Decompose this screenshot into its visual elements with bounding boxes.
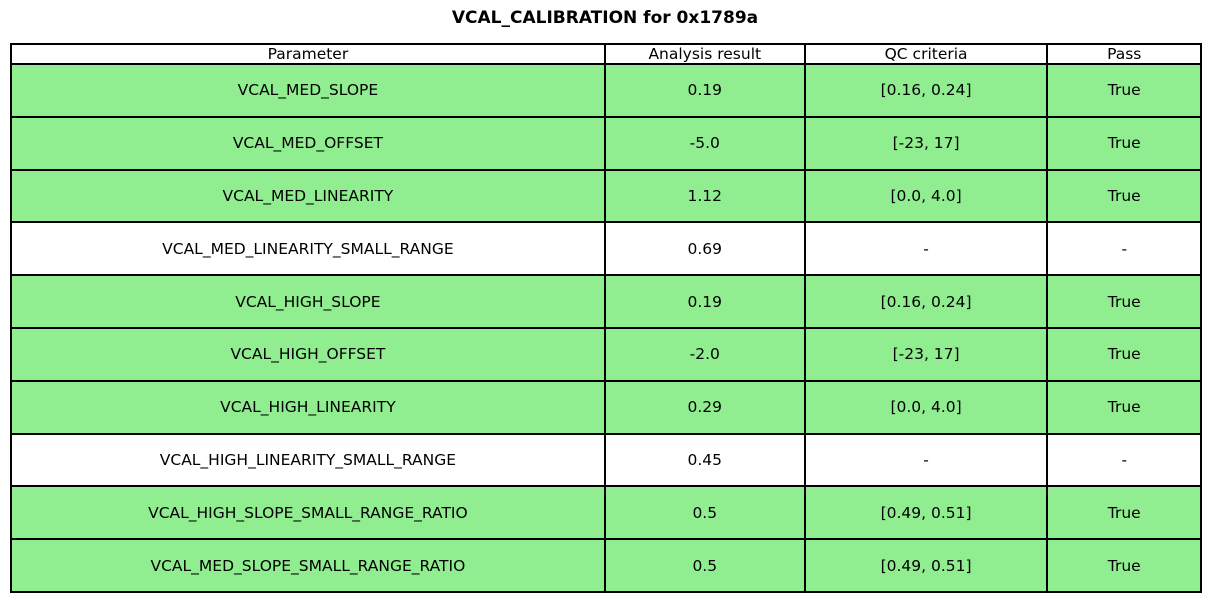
table-body: VCAL_MED_SLOPE 0.19 [0.16, 0.24] True VCAL_M… — [10, 63, 1202, 593]
cell-qc-criteria: [0.49, 0.51] — [803, 538, 1049, 593]
cell-pass: True — [1046, 274, 1202, 329]
cell-qc-criteria: [0.16, 0.24] — [803, 63, 1049, 118]
cell-qc-criteria: [-23, 17] — [803, 115, 1049, 171]
cell-pass: - — [1046, 432, 1202, 488]
cell-parameter: VCAL_HIGH_LINEARITY_SMALL_RANGE — [10, 432, 606, 488]
cell-pass: True — [1046, 115, 1202, 171]
cell-analysis-result: 0.69 — [603, 221, 806, 277]
cell-parameter: VCAL_MED_LINEARITY — [10, 168, 606, 224]
cell-pass: True — [1046, 168, 1202, 224]
table-row: VCAL_HIGH_OFFSET -2.0 [-23, 17] True — [10, 326, 1202, 382]
cell-qc-criteria: - — [803, 432, 1049, 488]
cell-qc-criteria: [0.16, 0.24] — [803, 274, 1049, 329]
cell-analysis-result: 0.5 — [603, 538, 806, 593]
cell-analysis-result: 0.29 — [603, 379, 806, 435]
table-row: VCAL_HIGH_SLOPE 0.19 [0.16, 0.24] True — [10, 274, 1202, 329]
table-row: VCAL_HIGH_LINEARITY 0.29 [0.0, 4.0] True — [10, 379, 1202, 435]
col-header-analysis-result: Analysis result — [603, 43, 806, 65]
cell-parameter: VCAL_HIGH_SLOPE_SMALL_RANGE_RATIO — [10, 485, 606, 541]
table-row: VCAL_MED_LINEARITY_SMALL_RANGE 0.69- - — [10, 221, 1202, 277]
table-row: VCAL_MED_OFFSET -5.0 [-23, 17] True — [10, 115, 1202, 171]
cell-parameter: VCAL_HIGH_SLOPE — [10, 274, 606, 329]
cell-qc-criteria: [0.49, 0.51] — [803, 485, 1049, 541]
cell-analysis-result: -2.0 — [603, 326, 806, 382]
cell-qc-criteria: [0.0, 4.0] — [803, 379, 1049, 435]
figure-title: VCAL_CALIBRATION for 0x1789a — [451, 8, 759, 28]
table-row: VCAL_HIGH_SLOPE_SMALL_RANGE_RATIO 0.5 [0.4… — [10, 485, 1202, 541]
cell-parameter: VCAL_HIGH_LINEARITY — [10, 379, 606, 435]
table-row: VCAL_MED_SLOPE 0.19 [0.16, 0.24] True — [10, 63, 1202, 118]
cell-analysis-result: 0.19 — [603, 63, 806, 118]
cell-analysis-result: 0.5 — [603, 485, 806, 541]
cell-parameter: VCAL_HIGH_OFFSET — [10, 326, 606, 382]
cell-parameter: VCAL_MED_SLOPE_SMALL_RANGE_RATIO — [10, 538, 606, 593]
cell-analysis-result: 1.12 — [603, 168, 806, 224]
col-header-parameter: Parameter — [10, 43, 606, 65]
header-row: Parameter Analysis result QC criteria Pa… — [10, 43, 1202, 65]
cell-pass: True — [1046, 326, 1202, 382]
cell-analysis-result: 0.19 — [603, 274, 806, 329]
cell-pass: True — [1046, 63, 1202, 118]
cell-qc-criteria: [0.0, 4.0] — [803, 168, 1049, 224]
cell-parameter: VCAL_MED_OFFSET — [10, 115, 606, 171]
cell-qc-criteria: [-23, 17] — [803, 326, 1049, 382]
cell-pass: True — [1046, 379, 1202, 435]
cell-analysis-result: -5.0 — [603, 115, 806, 171]
table-row: VCAL_HIGH_LINEARITY_SMALL_RANGE 0.45- - — [10, 432, 1202, 488]
cell-pass: True — [1046, 538, 1202, 593]
cell-qc-criteria: - — [803, 221, 1049, 277]
col-header-pass: Pass — [1046, 43, 1202, 65]
cell-pass: True — [1046, 485, 1202, 541]
qc-results-table: Parameter Analysis result QC criteria Pa… — [10, 43, 1202, 593]
table-row: VCAL_MED_LINEARITY 1.12 [0.0, 4.0] True — [10, 168, 1202, 224]
cell-pass: - — [1046, 221, 1202, 277]
col-header-qc-criteria: QC criteria — [803, 43, 1049, 65]
cell-parameter: VCAL_MED_LINEARITY_SMALL_RANGE — [10, 221, 606, 277]
cell-parameter: VCAL_MED_SLOPE — [10, 63, 606, 118]
cell-analysis-result: 0.45 — [603, 432, 806, 488]
table-row: VCAL_MED_SLOPE_SMALL_RANGE_RATIO 0.5 [0.49… — [10, 538, 1202, 593]
